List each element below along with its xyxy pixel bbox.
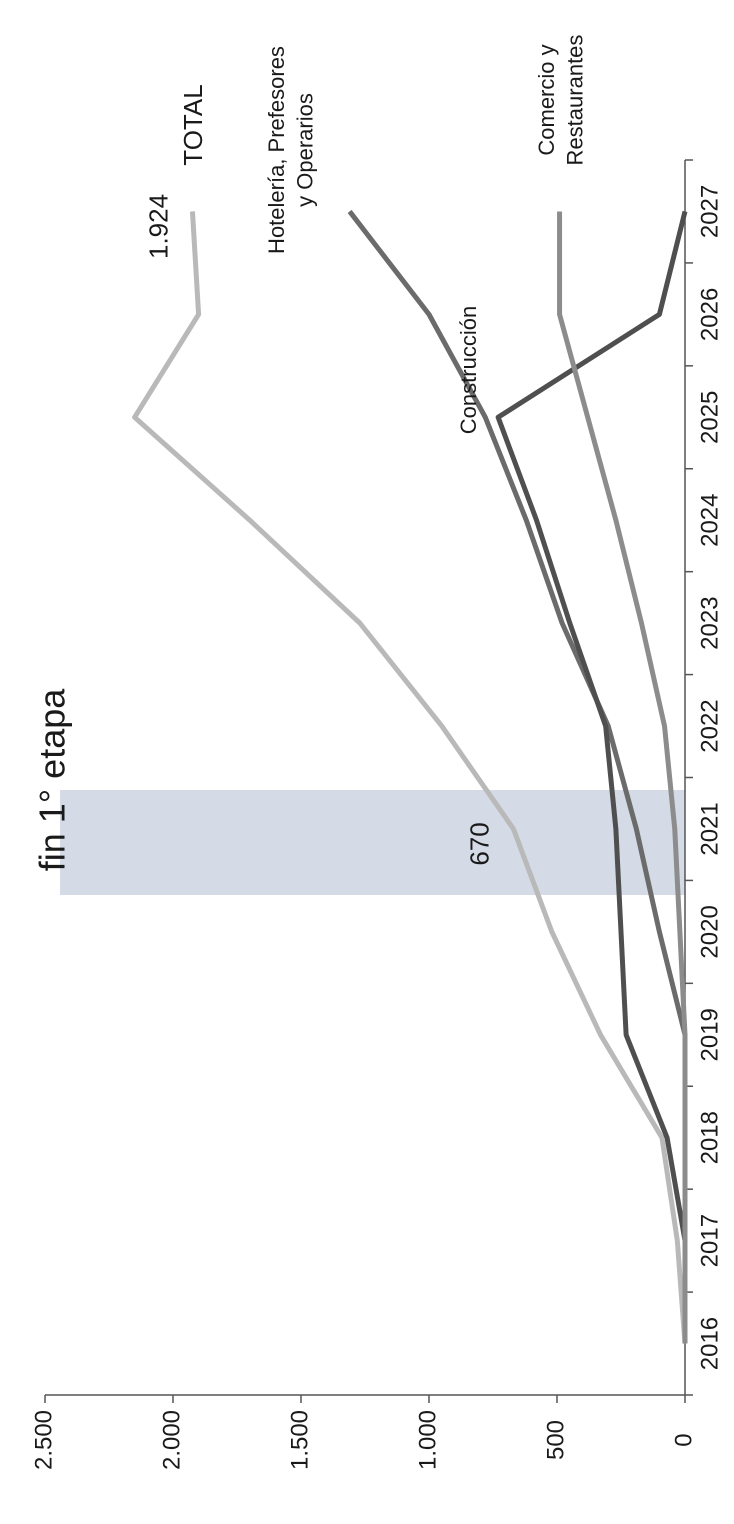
series-line [132,211,688,1344]
legend-label: Hotelería, Prefesores y Operarios [264,46,318,254]
x-tick-label: 2025 [696,391,723,444]
x-tick-label: 2019 [696,1008,723,1061]
value-label: 1.924 [143,194,173,259]
legend-label: TOTAL [178,84,208,165]
x-tick-label: 2022 [696,699,723,752]
legend-label: Construcción [456,306,481,434]
y-tick-label: 1.000 [414,1410,441,1470]
series-line [347,209,688,1344]
y-tick-label: 0 [670,1433,697,1446]
x-tick-label: 2020 [696,905,723,958]
y-tick-label: 2.000 [158,1410,185,1470]
highlight-band [60,790,685,895]
x-tick-label: 2018 [696,1111,723,1164]
x-tick-label: 2016 [696,1317,723,1370]
value-label: 670 [464,822,494,865]
y-tick-label: 1.500 [286,1410,313,1470]
x-tick-label: 2017 [696,1214,723,1267]
x-tick-label: 2021 [696,802,723,855]
y-tick-label: 2.500 [30,1410,57,1470]
series-line [557,211,688,1344]
x-tick-label: 2027 [696,185,723,238]
plot: fin 1° etapa 0 500 1.000 1.500 2.000 2.500 201… [30,35,723,1470]
y-tick-label: 500 [542,1420,569,1460]
chart-title: fin 1° etapa [32,688,73,872]
x-tick-label: 2023 [696,596,723,649]
legend-label: Comercio y Restaurantes [534,35,588,166]
x-tick-label: 2026 [696,288,723,341]
series-line [495,210,688,1344]
x-tick-label: 2024 [696,494,723,547]
